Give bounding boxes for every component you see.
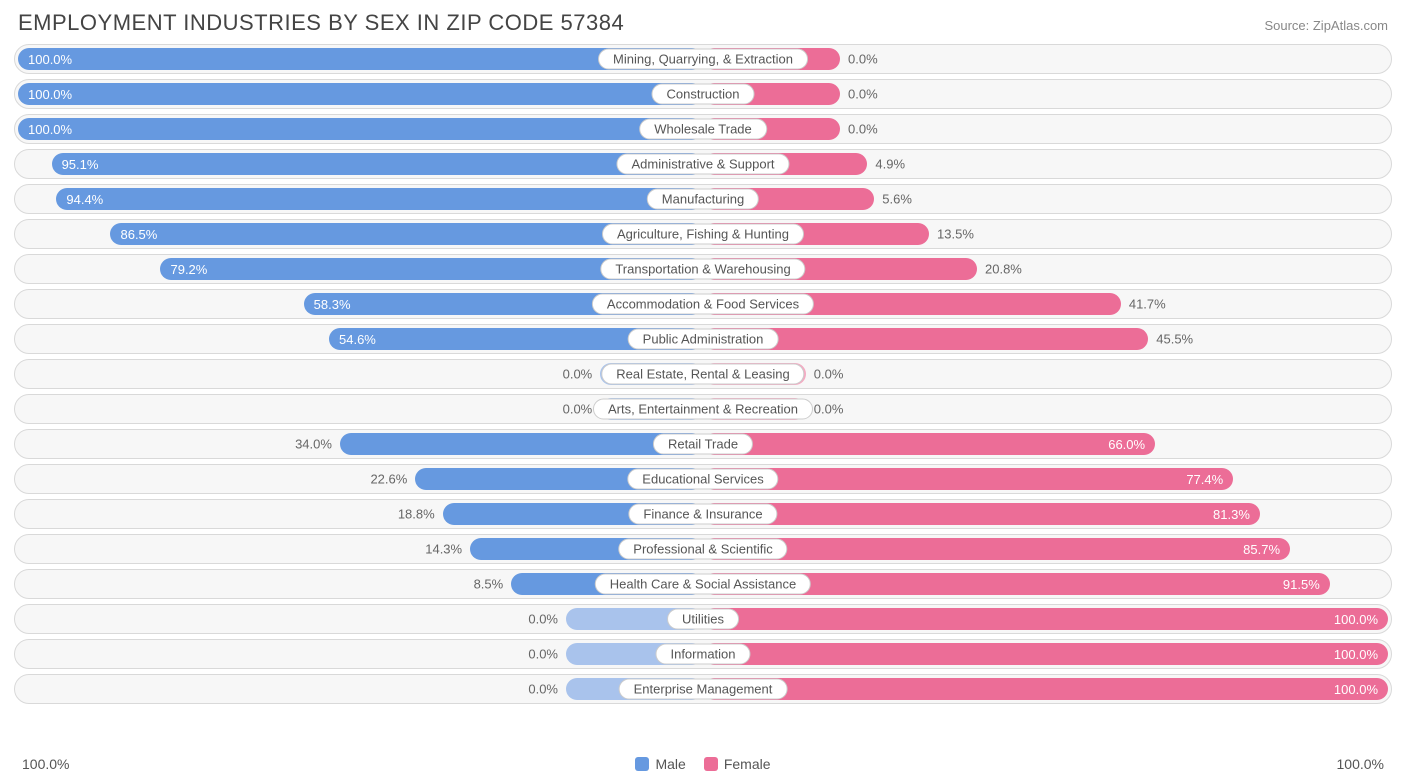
category-label: Wholesale Trade [639,119,767,140]
legend-female: Female [704,756,771,772]
category-label: Manufacturing [647,189,759,210]
chart-source: Source: ZipAtlas.com [1264,18,1388,33]
category-label: Agriculture, Fishing & Hunting [602,224,804,245]
chart-row: 0.0%100.0%Utilities [14,604,1392,634]
male-bar: 34.0% [340,433,703,455]
chart-header: EMPLOYMENT INDUSTRIES BY SEX IN ZIP CODE… [14,10,1392,36]
chart-row: 54.6%45.5%Public Administration [14,324,1392,354]
chart-row: 100.0%0.0%Construction [14,79,1392,109]
legend-male: Male [635,756,685,772]
female-bar: 100.0% [703,643,1388,665]
chart-footer: 100.0% Male Female 100.0% [14,756,1392,772]
category-label: Finance & Insurance [628,504,777,525]
category-label: Enterprise Management [619,679,788,700]
chart-row: 100.0%0.0%Mining, Quarrying, & Extractio… [14,44,1392,74]
legend-male-label: Male [655,756,685,772]
chart-row: 18.8%81.3%Finance & Insurance [14,499,1392,529]
chart-row: 22.6%77.4%Educational Services [14,464,1392,494]
category-label: Administrative & Support [616,154,789,175]
chart-row: 95.1%4.9%Administrative & Support [14,149,1392,179]
category-label: Public Administration [628,329,779,350]
category-label: Utilities [667,609,739,630]
chart-row: 79.2%20.8%Transportation & Warehousing [14,254,1392,284]
chart-row: 0.0%0.0%Real Estate, Rental & Leasing [14,359,1392,389]
category-label: Arts, Entertainment & Recreation [593,399,813,420]
male-bar: 94.4% [56,188,703,210]
legend-male-swatch [635,757,649,771]
chart-row: 58.3%41.7%Accommodation & Food Services [14,289,1392,319]
chart-title: EMPLOYMENT INDUSTRIES BY SEX IN ZIP CODE… [18,10,624,36]
chart-row: 8.5%91.5%Health Care & Social Assistance [14,569,1392,599]
female-bar: 81.3% [703,503,1260,525]
chart-row: 100.0%0.0%Wholesale Trade [14,114,1392,144]
female-bar: 77.4% [703,468,1233,490]
category-label: Accommodation & Food Services [592,294,814,315]
legend-female-label: Female [724,756,771,772]
category-label: Information [655,644,750,665]
male-bar: 100.0% [18,83,703,105]
category-label: Real Estate, Rental & Leasing [601,364,804,385]
category-label: Construction [652,84,755,105]
chart-row: 86.5%13.5%Agriculture, Fishing & Hunting [14,219,1392,249]
axis-right-label: 100.0% [1337,756,1384,772]
chart-row: 14.3%85.7%Professional & Scientific [14,534,1392,564]
category-label: Professional & Scientific [618,539,787,560]
chart-row: 94.4%5.6%Manufacturing [14,184,1392,214]
diverging-bar-chart: 100.0%0.0%Mining, Quarrying, & Extractio… [14,44,1392,750]
male-bar: 100.0% [18,118,703,140]
category-label: Educational Services [627,469,778,490]
axis-left-label: 100.0% [22,756,69,772]
female-bar: 85.7% [703,538,1290,560]
female-bar: 100.0% [703,608,1388,630]
female-bar: 100.0% [703,678,1388,700]
chart-row: 0.0%100.0%Information [14,639,1392,669]
category-label: Transportation & Warehousing [600,259,805,280]
category-label: Retail Trade [653,434,753,455]
chart-row: 34.0%66.0%Retail Trade [14,429,1392,459]
chart-row: 0.0%0.0%Arts, Entertainment & Recreation [14,394,1392,424]
category-label: Health Care & Social Assistance [595,574,811,595]
legend-female-swatch [704,757,718,771]
legend: Male Female [635,756,770,772]
category-label: Mining, Quarrying, & Extraction [598,49,808,70]
female-bar: 66.0% [703,433,1155,455]
chart-row: 0.0%100.0%Enterprise Management [14,674,1392,704]
male-bar: 95.1% [52,153,703,175]
